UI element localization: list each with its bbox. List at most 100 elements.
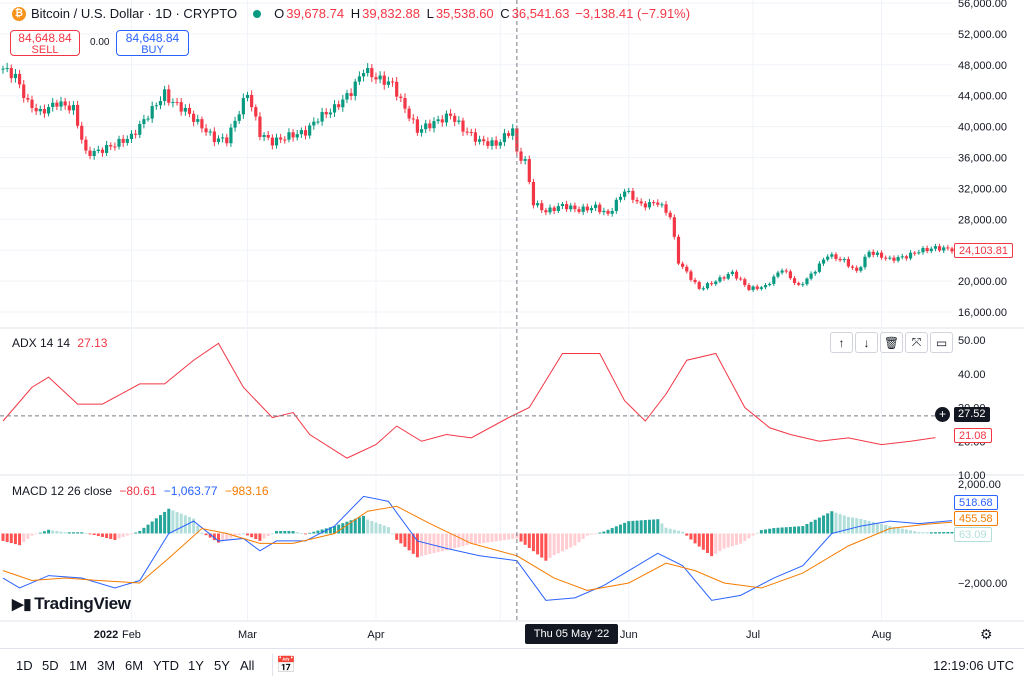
macd-histogram-bar (884, 525, 888, 534)
sell-button[interactable]: 84,648.84 SELL (10, 30, 80, 56)
macd-histogram-bar (793, 526, 797, 534)
candle-body (453, 115, 457, 122)
candle-body (295, 134, 299, 138)
candle-body (216, 138, 221, 143)
timeframe-ytd[interactable]: YTD (153, 658, 179, 673)
macd-legend[interactable]: MACD 12 26 close −80.61 −1,063.77 −983.1… (12, 484, 269, 498)
macd-histogram-bar (739, 533, 743, 544)
macd-histogram-bar (246, 533, 250, 536)
candle-body (879, 252, 884, 258)
timeframe-1m[interactable]: 1M (69, 658, 88, 673)
candle-body (171, 102, 175, 104)
adx-legend[interactable]: ADX 14 14 27.13 (12, 336, 107, 350)
timeframe-1d[interactable]: 1D (16, 658, 33, 673)
macd-histogram-bar (751, 533, 755, 536)
macd-histogram-bar (552, 533, 556, 556)
timeframe-all[interactable]: All (240, 658, 255, 673)
move-down-icon[interactable]: ↓ (855, 332, 878, 353)
macd-histogram-bar (577, 533, 581, 543)
macd-histogram-bar (705, 533, 709, 553)
macd-histogram-bar (117, 533, 121, 539)
macd-histogram-bar (652, 519, 656, 534)
macd-histogram-bar (47, 529, 51, 534)
candle-body (751, 286, 755, 290)
candle-body (308, 125, 312, 136)
timeframe-5d[interactable]: 5D (42, 658, 59, 673)
buy-button[interactable]: 84,648.84 BUY (116, 30, 189, 56)
candle-body (51, 102, 55, 108)
maximize-icon[interactable]: ▭ (930, 332, 953, 353)
candle-body (59, 101, 63, 107)
macd-histogram-bar (328, 527, 332, 534)
timeframe-6m[interactable]: 6M (125, 658, 144, 673)
macd-histogram-bar (913, 531, 917, 534)
candle-body (250, 94, 254, 108)
macd-histogram-bar (395, 533, 399, 540)
add-alert-icon[interactable]: + (935, 407, 950, 422)
macd-histogram-bar (411, 533, 415, 554)
timeframe-1y[interactable]: 1Y (188, 658, 204, 673)
candle-body (134, 133, 138, 135)
candle-body (366, 68, 370, 74)
macd-histogram-bar (784, 527, 788, 534)
candle-body (693, 279, 697, 283)
macd-axis-tick: −2,000.00 (958, 578, 1007, 590)
candle-body (498, 142, 502, 146)
macd-histogram-bar (105, 533, 109, 538)
candle-body (125, 138, 129, 143)
macd-histogram-bar (308, 532, 312, 534)
timeframe-5y[interactable]: 5Y (214, 658, 230, 673)
macd-histogram-bar (511, 533, 515, 540)
macd-histogram-bar (871, 521, 875, 534)
chart-canvas[interactable]: 56,000.00 52,000.00 48,000.00 44,000.00 40,0… (0, 0, 1024, 648)
candle-body (419, 129, 424, 133)
candle-body (415, 119, 420, 133)
macd-histogram-bar (867, 520, 871, 534)
utc-clock[interactable]: 12:19:06 UTC (933, 658, 1014, 673)
move-up-icon[interactable]: ↑ (830, 332, 853, 353)
macd-histogram-bar (324, 528, 328, 534)
macd-histogram-bar (241, 533, 245, 535)
macd-histogram-bar (780, 527, 784, 534)
macd-histogram-bar (212, 533, 216, 541)
collapse-icon[interactable]: ⤧ (905, 332, 928, 353)
trash-icon[interactable]: 🗑 (880, 332, 903, 353)
candle-body (1, 68, 5, 70)
macd-line (2, 495, 953, 601)
macd-histogram-bar (929, 532, 933, 534)
candle-body (473, 132, 478, 142)
candle-body (5, 67, 9, 69)
macd-histogram-bar (370, 521, 374, 534)
candle-body (440, 119, 444, 123)
candle-body (494, 140, 498, 146)
timeframe-3m[interactable]: 3M (97, 658, 116, 673)
candle-body (270, 137, 274, 146)
macd-histogram-bar (909, 530, 913, 534)
macd-histogram-bar (921, 532, 925, 534)
settings-gear-icon[interactable]: ⚙ (980, 626, 993, 642)
candle-body (204, 128, 208, 133)
candle-body (867, 251, 871, 257)
macd-histogram-bar (556, 533, 560, 554)
sell-price: 84,648.84 (18, 31, 72, 45)
macd-histogram-bar (842, 515, 846, 534)
ohlc-values: O 39,678.74 H 39,832.88 L 35,538.60 C 36,541… (274, 6, 691, 21)
candle-body (722, 277, 726, 279)
candle-body (428, 123, 432, 129)
candle-body (610, 211, 614, 214)
macd-histogram-bar (585, 533, 589, 536)
macd-histogram-bar (639, 520, 643, 534)
candle-body (564, 204, 569, 210)
macd-histogram-bar (357, 517, 361, 534)
candle-body (142, 119, 146, 125)
date-range-icon[interactable]: 📅 (276, 657, 296, 674)
macd-histogram-bar (809, 521, 813, 534)
candle-body (477, 139, 482, 142)
market-open-icon (253, 9, 262, 18)
tradingview-logo[interactable]: ▶▮ TradingView (12, 594, 131, 614)
symbol-title[interactable]: Bitcoin / U.S. Dollar · 1D · CRYPTO (31, 6, 238, 21)
macd-histogram-bar (768, 528, 772, 534)
macd-histogram-bar (362, 515, 366, 534)
macd-histogram-bar (129, 533, 133, 535)
candle-body (834, 254, 838, 259)
